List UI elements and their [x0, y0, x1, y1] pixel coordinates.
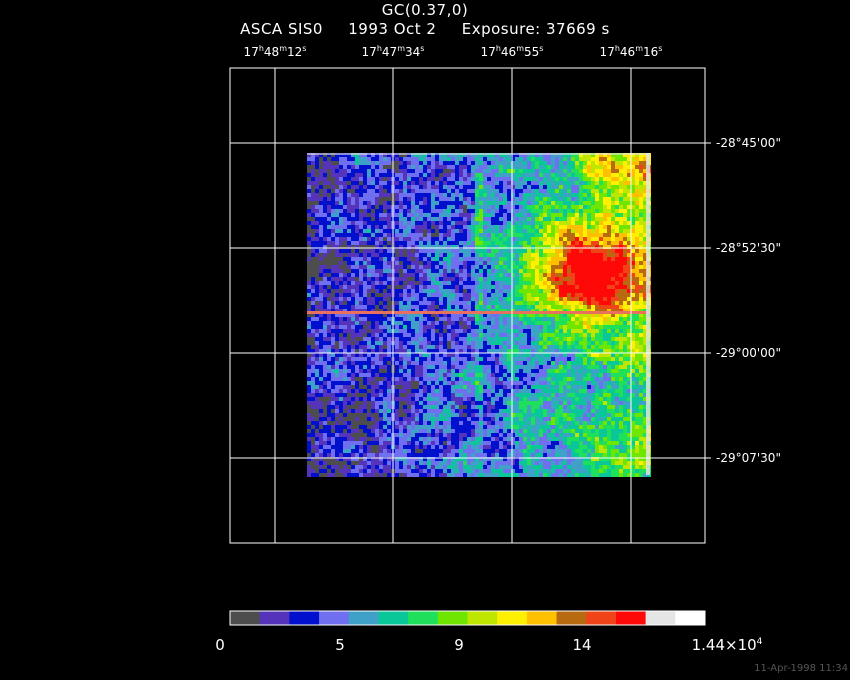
plot-frame: [229, 67, 706, 544]
ra-tick-label: 17h46m16s: [599, 44, 663, 59]
colorbar-swatch: [615, 611, 647, 625]
timestamp-footer: 11-Apr-1998 11:34: [754, 663, 848, 674]
colorbar-swatch: [319, 611, 350, 625]
colorbar-frame: [229, 610, 706, 626]
colorbar-swatch: [675, 611, 706, 625]
ra-tick-label: 17h46m55s: [480, 44, 544, 59]
count-map-image: [307, 153, 651, 477]
colorbar-swatch: [526, 611, 558, 625]
colorbar-tick-label: 9: [454, 636, 464, 654]
colorbar-swatch: [437, 611, 468, 625]
chart-title: GC(0.37,0): [381, 1, 469, 19]
colorbar-swatch: [467, 611, 498, 625]
colorbar-tick-label: 14: [572, 636, 592, 654]
colorbar-swatch: [497, 611, 528, 625]
chip-gap-line: [307, 311, 650, 314]
dec-tick-label: -29°07'30": [716, 451, 781, 465]
colorbar-swatch: [645, 611, 676, 625]
chip-edge-top: [307, 153, 650, 155]
instrument-label: ASCA SIS0: [240, 20, 323, 38]
ra-tick-label: 17h47m34s: [361, 44, 425, 59]
dec-tick-label: -28°52'30": [716, 241, 781, 255]
colorbar-swatch: [289, 611, 320, 625]
colorbar-swatch: [378, 611, 409, 625]
colorbar-swatch: [348, 611, 379, 625]
colorbar-max-label: 1.44×104: [691, 636, 763, 654]
dec-tick-label: -29°00'00": [716, 346, 781, 360]
chip-edge-right: [646, 153, 650, 475]
colorbar-tick-label: 5: [335, 636, 345, 654]
colorbar-swatch: [230, 611, 261, 625]
colorbar-swatch: [586, 611, 617, 625]
dec-tick-label: -28°45'00": [716, 136, 781, 150]
exposure-label: Exposure: 37669 s: [461, 20, 610, 38]
observation-date: 1993 Oct 2: [348, 20, 437, 38]
colorbar-swatch: [556, 611, 587, 625]
chart-subtitle: ASCA SIS0 1993 Oct 2 Exposure: 37669 s: [0, 20, 850, 38]
colorbar-swatch: [408, 611, 439, 625]
colorbar-swatch: [259, 611, 290, 625]
colorbar-tick-label: 0: [215, 636, 225, 654]
ra-tick-label: 17h48m12s: [243, 44, 307, 59]
